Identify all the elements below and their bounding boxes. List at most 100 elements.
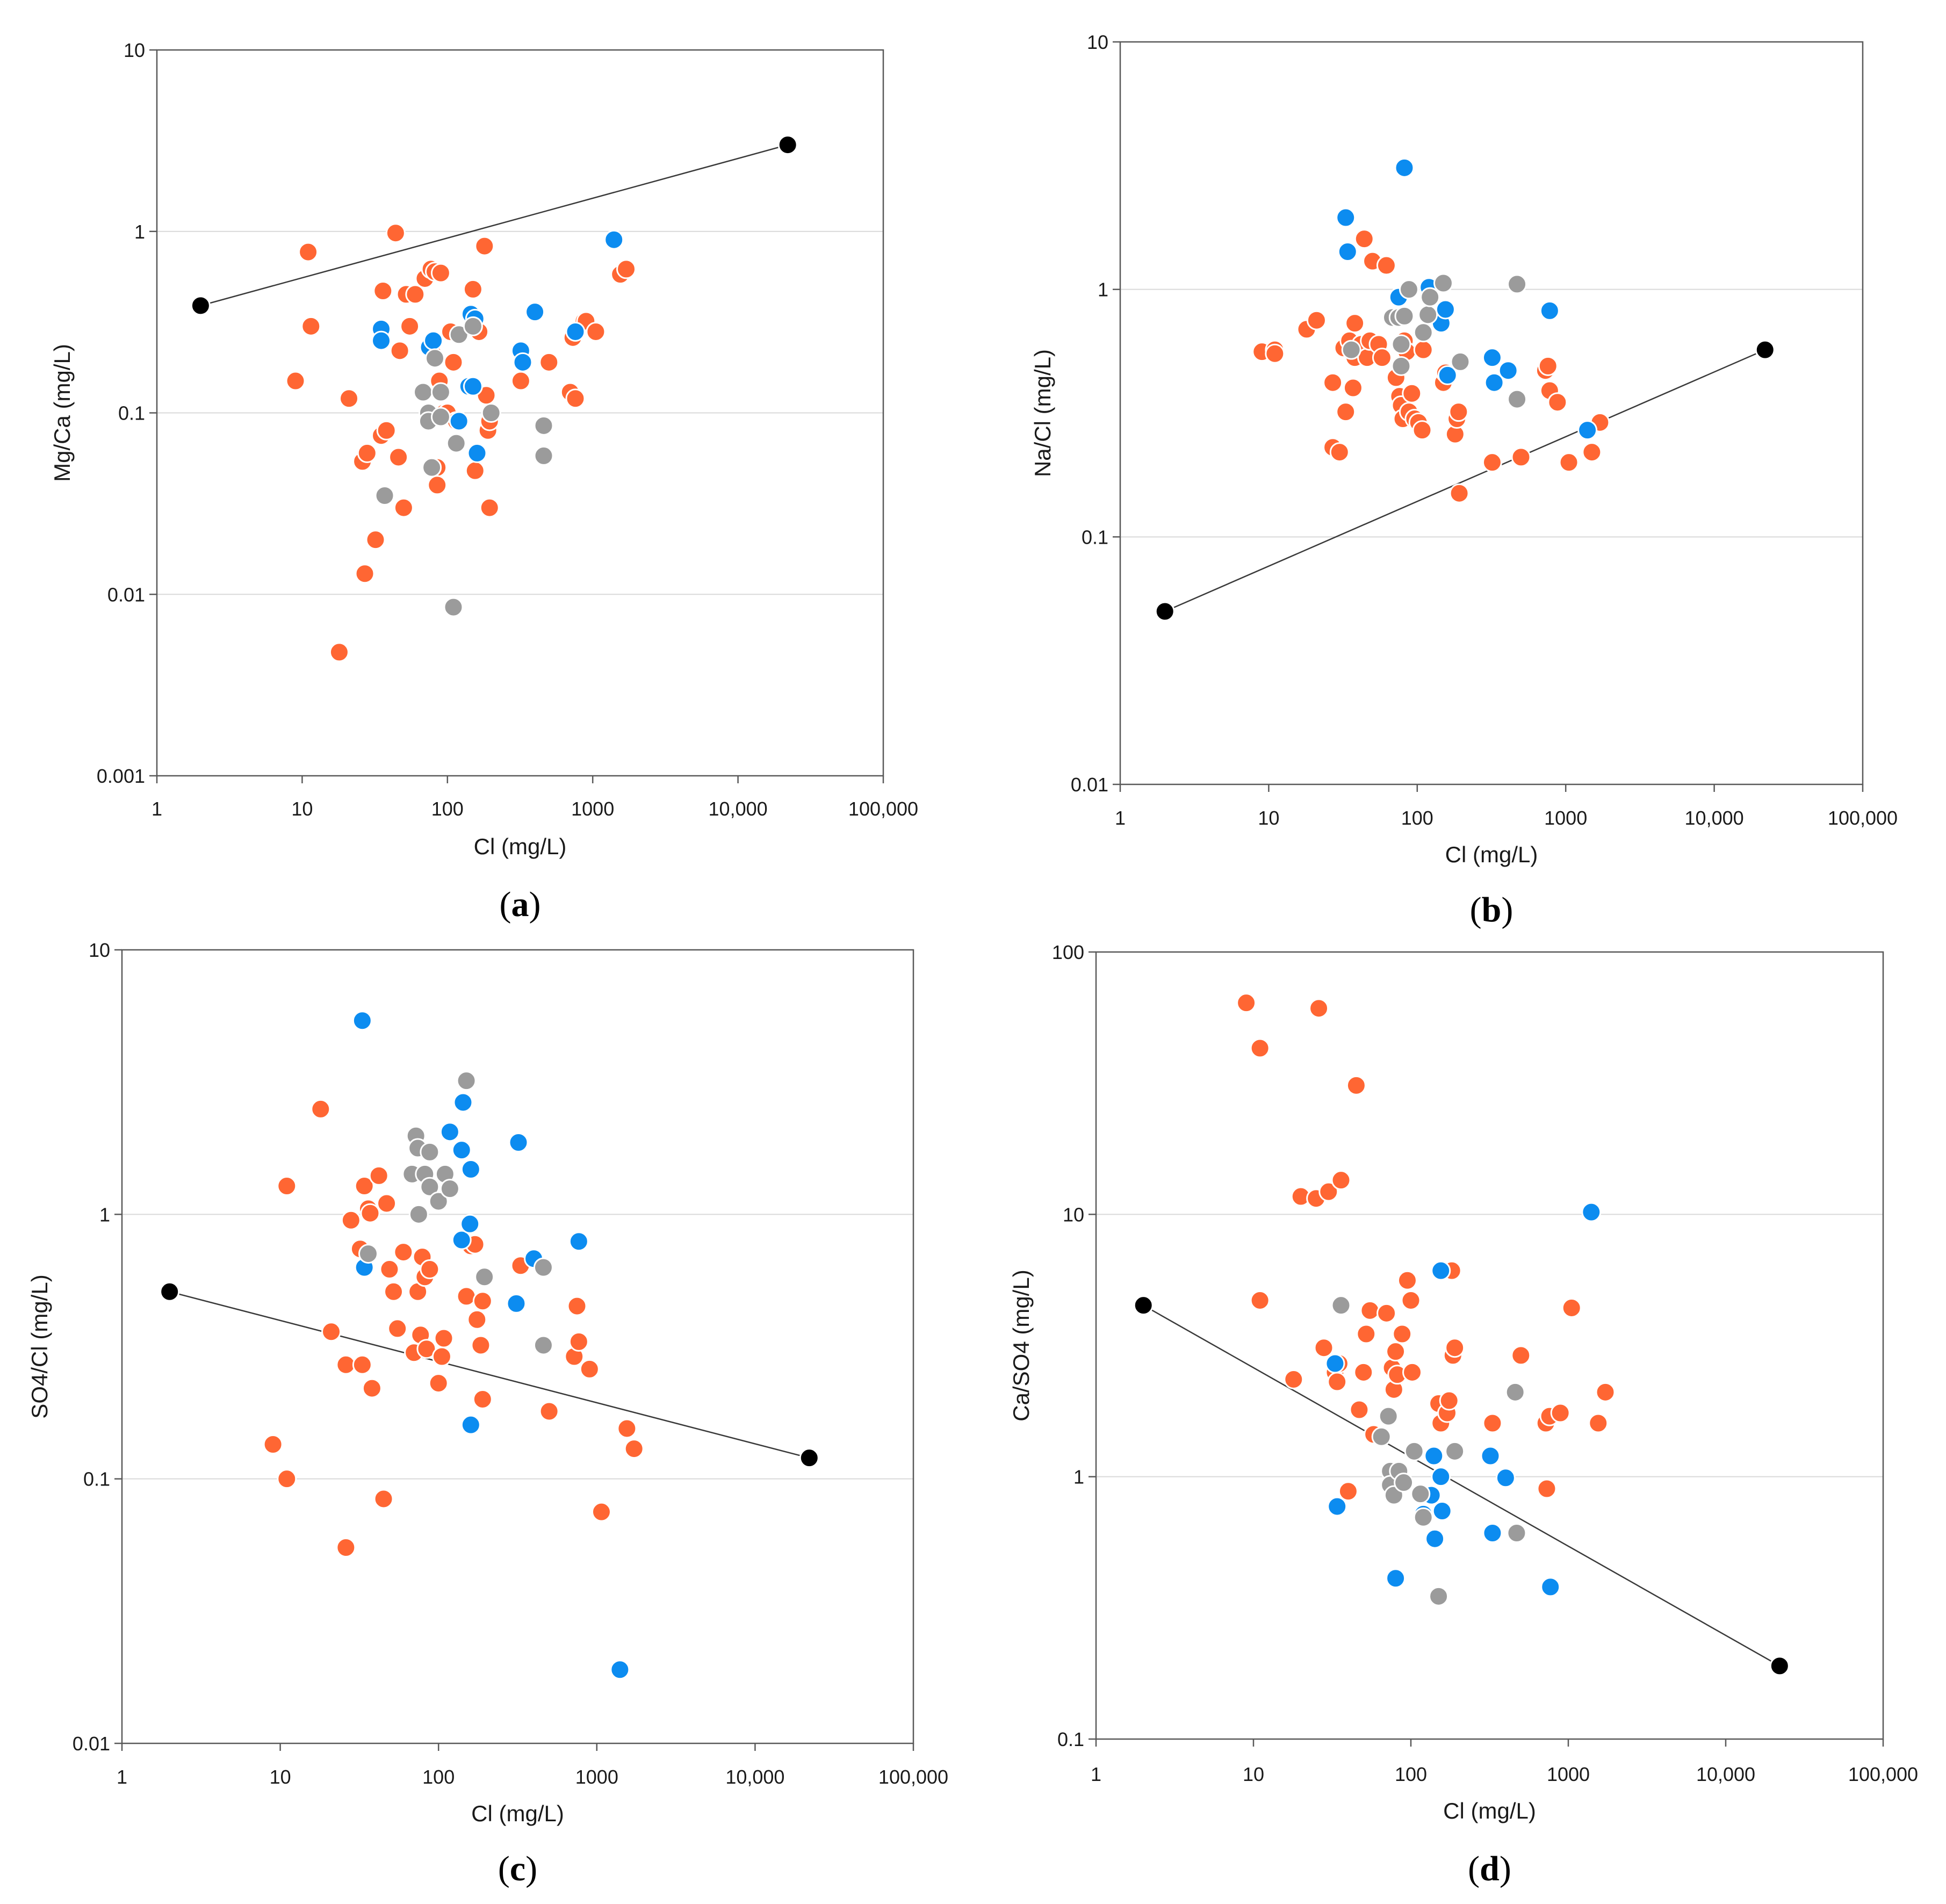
data-point-orange — [1448, 402, 1469, 422]
data-point-blue — [1386, 1568, 1406, 1589]
data-point-orange — [431, 1346, 452, 1367]
data-point-gray — [533, 1335, 553, 1355]
x-axis-label: Cl (mg/L) — [1443, 1798, 1536, 1823]
data-point-blue — [1431, 1260, 1451, 1281]
x-tick-label: 100 — [1401, 807, 1433, 829]
data-point-gray — [534, 415, 554, 436]
data-point-gray — [358, 1244, 378, 1264]
data-point-orange — [586, 321, 606, 342]
data-point-black — [190, 295, 211, 316]
data-point-orange — [1323, 372, 1343, 393]
data-point-orange — [1336, 402, 1356, 422]
data-point-orange — [1376, 255, 1396, 276]
data-point-gray — [534, 445, 554, 466]
data-point-blue — [1577, 420, 1598, 441]
x-tick-label: 10 — [291, 798, 313, 820]
chart-panel-d: 1 10 100 1000 10,000 100,000 0.1 1 10 100 Cl (mg/L… — [1008, 941, 1918, 1888]
data-point-orange — [510, 371, 531, 391]
data-point-orange — [400, 316, 420, 336]
data-point-orange — [405, 284, 426, 305]
data-point-gray — [413, 382, 434, 402]
data-point-black — [777, 135, 798, 155]
x-tick-label: 100,000 — [878, 1766, 948, 1788]
data-point-orange — [1482, 1413, 1503, 1433]
data-point-gray — [1378, 1406, 1399, 1426]
x-tick-label: 10 — [270, 1766, 291, 1788]
y-tick-label: 10 — [124, 39, 145, 61]
data-point-orange — [539, 1401, 559, 1422]
data-point-orange — [1356, 1324, 1376, 1344]
data-point-orange — [1331, 1170, 1351, 1191]
data-point-black — [799, 1448, 819, 1468]
data-point-orange — [1376, 1303, 1397, 1323]
data-point-orange — [474, 236, 495, 256]
x-tick-label: 1 — [152, 798, 162, 820]
y-axis-label: Ca/SO4 (mg/L) — [1008, 1270, 1034, 1421]
data-point-orange — [1550, 1403, 1570, 1423]
data-point-gray — [420, 1177, 440, 1197]
y-tick-label: 1 — [1073, 1466, 1084, 1488]
panel-label: (d) — [1468, 1849, 1511, 1888]
data-point-orange — [579, 1359, 600, 1379]
data-point-gray — [1429, 1586, 1449, 1606]
y-tick-label: 1 — [134, 221, 145, 243]
y-axis-label: Mg/Ca (mg/L) — [49, 344, 75, 482]
data-point-gray — [456, 1071, 477, 1091]
data-point-blue — [1539, 300, 1560, 321]
data-point-blue — [460, 1159, 481, 1180]
data-point-orange — [1449, 483, 1469, 503]
y-tick-label: 0.01 — [1071, 774, 1108, 796]
data-point-orange — [1402, 383, 1422, 403]
data-point-orange — [387, 1318, 408, 1339]
data-point-blue — [1484, 372, 1504, 393]
data-point-orange — [352, 1354, 372, 1375]
data-point-blue — [1495, 1468, 1516, 1488]
data-point-blue — [568, 1231, 589, 1252]
data-point-orange — [321, 1322, 342, 1342]
data-point-orange — [568, 1331, 589, 1352]
data-point-blue — [565, 321, 586, 342]
data-point-orange — [1561, 1297, 1582, 1318]
data-point-gray — [430, 382, 451, 402]
data-point-gray — [1404, 1441, 1424, 1461]
data-point-orange — [357, 443, 377, 463]
data-point-orange — [385, 223, 406, 243]
data-point-orange — [329, 642, 349, 662]
data-point-blue — [1325, 1353, 1345, 1374]
mixing-line — [1143, 1304, 1780, 1667]
data-point-gray — [1507, 274, 1527, 294]
data-point-orange — [369, 1165, 389, 1186]
data-point-orange — [1354, 229, 1374, 249]
plot-frame — [121, 949, 914, 1744]
data-point-orange — [277, 1176, 297, 1196]
data-point-orange — [616, 259, 637, 279]
data-point-orange — [336, 1537, 356, 1557]
y-tick-label: 0.1 — [118, 402, 145, 424]
data-point-blue — [371, 330, 392, 351]
y-axis-label: SO4/Cl (mg/L) — [27, 1274, 52, 1418]
data-point-blue — [1482, 348, 1502, 368]
data-point-orange — [472, 1389, 493, 1409]
data-point-black — [1755, 340, 1775, 360]
data-point-blue — [460, 1415, 481, 1435]
data-point-orange — [1538, 356, 1558, 376]
data-point-orange — [434, 1328, 454, 1348]
data-point-gray — [1445, 1441, 1465, 1461]
data-point-orange — [339, 388, 359, 409]
data-point-orange — [1559, 452, 1579, 473]
data-point-orange — [1582, 442, 1602, 463]
mixing-line — [169, 1291, 810, 1459]
data-point-orange — [393, 497, 414, 518]
panel-label: (b) — [1470, 890, 1513, 929]
data-point-orange — [1397, 1270, 1417, 1290]
data-point-gray — [422, 457, 442, 478]
data-point-orange — [1401, 1290, 1421, 1310]
y-tick-label: 0.1 — [83, 1468, 110, 1490]
data-point-orange — [354, 1176, 374, 1196]
data-point-orange — [1511, 1345, 1531, 1366]
x-tick-label: 1 — [1115, 807, 1126, 829]
data-point-gray — [1507, 389, 1527, 409]
data-point-orange — [388, 447, 409, 467]
data-point-orange — [1413, 340, 1433, 360]
data-point-orange — [1439, 1390, 1459, 1411]
